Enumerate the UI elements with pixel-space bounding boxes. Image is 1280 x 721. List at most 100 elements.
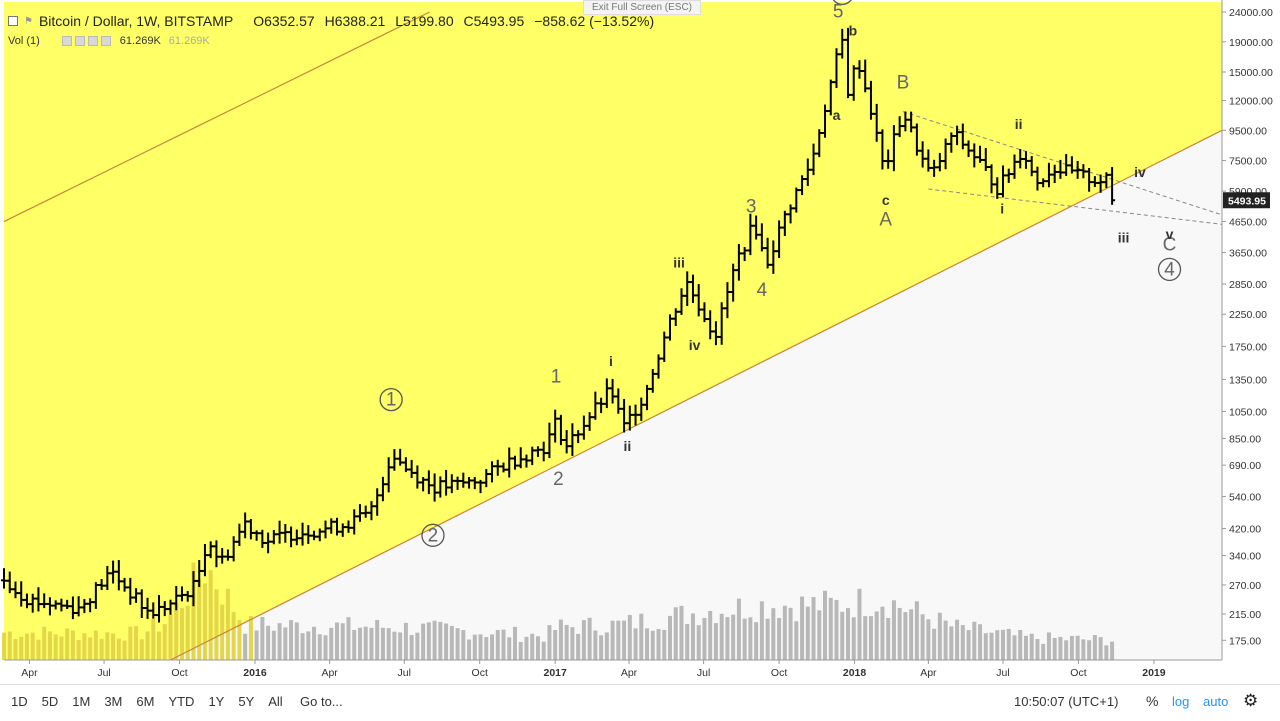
volume-bar <box>868 616 873 660</box>
volume-bar <box>357 627 362 660</box>
volume-bar <box>47 631 52 660</box>
volume-bar <box>530 633 535 660</box>
volume-bar <box>914 601 919 660</box>
range-1d[interactable]: 1D <box>11 694 28 709</box>
volume-bar <box>490 634 495 660</box>
volume-bar <box>340 623 345 660</box>
volume-bar <box>662 629 667 660</box>
range-1y[interactable]: 1Y <box>208 694 225 709</box>
range-3m[interactable]: 3M <box>104 694 123 709</box>
volume-bar <box>1087 640 1092 660</box>
volume-bar <box>134 626 139 660</box>
flag-icon: ⚑ <box>24 15 33 27</box>
volume-bar <box>771 608 776 660</box>
volume-bar <box>1058 636 1063 660</box>
close-value: C5493.95 <box>463 13 525 29</box>
volume-bar <box>36 639 41 660</box>
collapse-icon[interactable] <box>8 16 18 26</box>
log-scale-button[interactable]: log <box>1172 694 1190 709</box>
volume-bar <box>42 626 47 660</box>
wave-label: 3 <box>746 196 757 217</box>
price-tick-label: 3650.00 <box>1229 247 1267 259</box>
auto-scale-button[interactable]: auto <box>1203 694 1229 709</box>
gear-icon[interactable]: ⚙ <box>1243 691 1259 710</box>
volume-bar <box>713 623 718 660</box>
settings-icon[interactable] <box>74 36 85 46</box>
wave-label: 1 <box>551 366 562 387</box>
volume-bar <box>564 624 569 660</box>
high-value: H6388.21 <box>324 13 386 29</box>
volume-bar <box>162 624 167 660</box>
wave-label: 4 <box>1164 259 1175 280</box>
goto-button[interactable]: Go to... <box>300 694 343 709</box>
volume-bar <box>685 623 690 660</box>
volume-bar <box>679 605 684 660</box>
volume-bar <box>438 621 443 660</box>
range-5d[interactable]: 5D <box>41 694 59 709</box>
ohlc-bars <box>1 27 1116 623</box>
range-ytd[interactable]: YTD <box>168 694 195 709</box>
range-1m[interactable]: 1M <box>72 694 91 709</box>
volume-bar <box>604 632 609 660</box>
volume-bar <box>59 636 64 660</box>
price-tick-label: 4650.00 <box>1229 217 1267 229</box>
price-tick-label: 850.00 <box>1229 434 1261 446</box>
volume-bar <box>765 618 770 660</box>
wave-label: 2 <box>428 525 439 546</box>
price-chart[interactable]: 24000.00 19000.00 15000.00 12000.00 9500.00 7… <box>0 0 1280 684</box>
wave-label: v <box>1166 226 1174 242</box>
range-6m[interactable]: 6M <box>136 694 155 709</box>
volume-bar <box>122 640 127 660</box>
volume-bar <box>283 627 288 660</box>
volume-bar <box>225 588 230 660</box>
volume-bar <box>553 630 558 660</box>
wave-label: iii <box>673 254 685 270</box>
wave-label: a <box>833 107 841 123</box>
price-tick-label: 175.00 <box>1229 635 1261 647</box>
volume-bar <box>909 609 914 660</box>
price-tick-label: 1350.00 <box>1229 374 1267 386</box>
more-icon[interactable] <box>100 36 111 46</box>
volume-bar <box>352 629 357 660</box>
volume-bar <box>432 620 437 660</box>
wave-label: b <box>849 22 858 38</box>
volume-bar <box>197 579 202 660</box>
range-selector: 1D 5D 1M 3M 6M YTD 1Y 5Y All <box>11 694 297 709</box>
volume-bar <box>455 628 460 660</box>
price-tick-label: 1750.00 <box>1229 341 1267 353</box>
price-axis <box>1222 0 1280 684</box>
volume-bar <box>570 627 575 660</box>
percent-scale-button[interactable]: % <box>1146 693 1159 709</box>
volume-bar <box>220 604 225 660</box>
volume-bar <box>903 612 908 660</box>
volume-bar <box>972 621 977 660</box>
eye-icon[interactable] <box>61 36 72 46</box>
volume-bar <box>823 590 828 660</box>
volume-bar <box>920 614 925 660</box>
exit-fullscreen-button[interactable]: Exit Full Screen (ESC) <box>583 0 701 15</box>
volume-bar <box>484 637 489 660</box>
price-tick-label: 2250.00 <box>1229 309 1267 321</box>
wave-label: ii <box>623 438 631 454</box>
remove-icon[interactable] <box>87 36 98 46</box>
volume-bar <box>467 639 472 660</box>
volume-bar <box>696 625 701 660</box>
volume-bar <box>306 631 311 660</box>
range-all[interactable]: All <box>268 694 283 709</box>
volume-bar <box>742 618 747 660</box>
price-tick-label: 270.00 <box>1229 580 1261 592</box>
volume-bar <box>690 613 695 660</box>
last-price-label: 5493.95 <box>1228 195 1266 207</box>
range-5y[interactable]: 5Y <box>238 694 255 709</box>
volume-bar <box>70 630 75 660</box>
volume-bar <box>886 617 891 660</box>
volume-bar <box>627 614 632 660</box>
volume-bar <box>88 637 93 660</box>
wave-label: A <box>879 210 892 231</box>
volume-bar <box>317 634 322 660</box>
volume-bar <box>82 633 87 660</box>
volume-value: 61.269K <box>119 35 161 47</box>
time-tick-label: Apr <box>621 667 638 679</box>
volume-bar <box>960 625 965 660</box>
volume-bar <box>1012 635 1017 660</box>
